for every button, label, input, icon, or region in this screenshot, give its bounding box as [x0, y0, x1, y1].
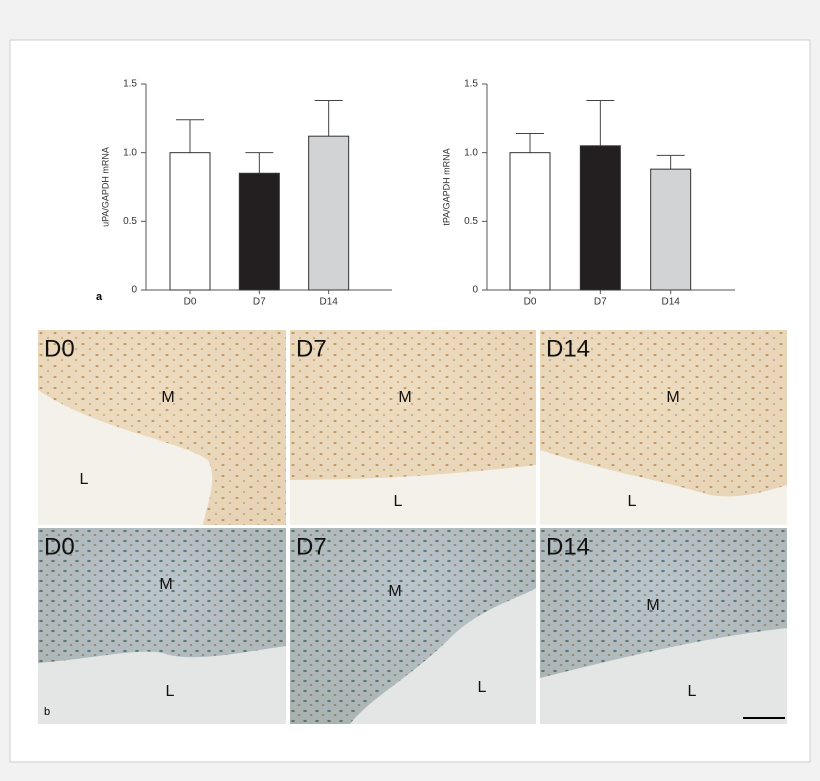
micrograph [290, 330, 536, 525]
x-tick-label: D7 [594, 297, 607, 308]
y-tick-label: 1.5 [123, 79, 137, 90]
region-label: L [688, 683, 697, 700]
region-label: M [159, 576, 172, 593]
region-label: L [166, 683, 175, 700]
micrograph [38, 330, 286, 525]
x-tick-label: D0 [524, 297, 537, 308]
y-axis-label: tPA/GAPDH mRNA [441, 148, 451, 225]
y-tick-label: 1.0 [123, 147, 137, 158]
lumen [350, 588, 536, 724]
region-label: L [80, 471, 89, 488]
lumen [38, 390, 213, 525]
bar [650, 168, 692, 291]
x-tick-label: D14 [661, 297, 680, 308]
panel-label: a [96, 291, 103, 303]
y-tick-label: 0.5 [123, 216, 137, 227]
micrographs: D0 M L D7 M L D14 M L D0 M L D7 M L D14 M L [38, 330, 787, 724]
region-label: M [666, 389, 679, 406]
y-tick-label: 0 [131, 285, 137, 296]
micrograph [540, 528, 787, 724]
lumen [540, 450, 787, 525]
y-tick-label: 1.5 [464, 79, 478, 90]
lumen [290, 465, 536, 525]
bar [308, 135, 350, 291]
micrograph [290, 528, 536, 724]
panel-label: b [44, 706, 50, 718]
y-tick-label: 0.5 [464, 216, 478, 227]
y-axis-label: uPA/GAPDH mRNA [100, 147, 110, 227]
y-tick-label: 1.0 [464, 147, 478, 158]
x-tick-label: D14 [319, 297, 338, 308]
x-tick-label: D7 [253, 297, 266, 308]
day-label: D7 [296, 335, 327, 362]
day-label: D14 [546, 335, 590, 362]
lumen [38, 646, 286, 724]
bar [169, 152, 211, 291]
region-label: L [478, 679, 487, 696]
micrograph [38, 528, 286, 724]
region-label: M [398, 389, 411, 406]
y-tick-label: 0 [472, 285, 478, 296]
day-label: D7 [296, 533, 327, 560]
day-label: D0 [44, 335, 75, 362]
lumen [540, 628, 787, 724]
day-label: D14 [546, 533, 590, 560]
region-label: M [646, 597, 659, 614]
charts: 0 0.5 1.0 1.5 uPA/GAPDH mRNA D0 D7 D14 0 0.5 1.0 1.… [100, 79, 735, 308]
region-label: L [628, 493, 637, 510]
day-label: D0 [44, 533, 75, 560]
region-label: M [161, 389, 174, 406]
region-label: L [394, 493, 403, 510]
bar [509, 152, 551, 291]
bar [238, 172, 280, 291]
bar [579, 145, 621, 291]
micrograph [540, 330, 787, 525]
x-tick-label: D0 [184, 297, 197, 308]
region-label: M [388, 583, 401, 600]
